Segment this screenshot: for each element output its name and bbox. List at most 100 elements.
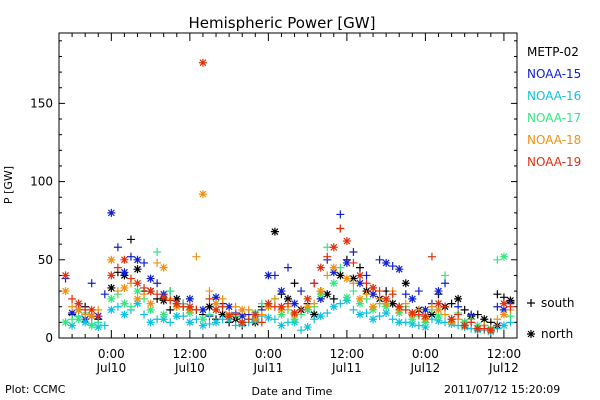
- north-point: [270, 227, 279, 236]
- south-point: [349, 247, 358, 256]
- north-point: [316, 287, 325, 296]
- north-point: [382, 299, 391, 308]
- south-point: [270, 294, 279, 303]
- south-point: [218, 294, 227, 303]
- south-point: [388, 262, 397, 271]
- north-point: [277, 321, 286, 330]
- north-point: [107, 255, 116, 264]
- marker-legend: south north: [527, 296, 575, 341]
- x-tick-label-date: Jul12: [488, 361, 519, 375]
- south-point: [414, 287, 423, 296]
- x-axis-label: Date and Time: [252, 385, 333, 398]
- south-point: [94, 312, 103, 321]
- north-point: [159, 293, 168, 302]
- star-marker-icon: [527, 330, 535, 338]
- north-point: [133, 287, 142, 296]
- north-point: [74, 305, 83, 314]
- y-tick-label: 100: [30, 175, 53, 189]
- north-point: [74, 299, 83, 308]
- north-point: [238, 312, 247, 321]
- south-point: [493, 321, 502, 330]
- north-point: [421, 312, 430, 321]
- south-point: [467, 318, 476, 327]
- south-point: [375, 312, 384, 321]
- north-point: [172, 299, 181, 308]
- north-point: [198, 58, 207, 67]
- north-point: [355, 310, 364, 319]
- north-point: [74, 315, 83, 324]
- south-point: [284, 299, 292, 308]
- north-point: [94, 323, 103, 332]
- south-point: [284, 263, 292, 272]
- north-point: [146, 305, 155, 314]
- south-point: [388, 290, 397, 299]
- north-point: [61, 271, 70, 280]
- north-point: [329, 263, 338, 272]
- north-point: [277, 310, 286, 319]
- north-point: [284, 294, 292, 303]
- south-point: [349, 287, 358, 296]
- south-point: [401, 305, 410, 314]
- south-point: [310, 315, 319, 324]
- x-tick-label-time: 12:00: [173, 347, 208, 361]
- north-point: [434, 299, 443, 308]
- plot-timestamp: 2011/07/12 15:20:09: [444, 383, 561, 396]
- north-point: [120, 268, 129, 277]
- north-point: [434, 312, 443, 321]
- north-point: [355, 294, 364, 303]
- south-point: [113, 287, 122, 296]
- north-point: [480, 315, 489, 324]
- x-tick-label-date: Jul11: [252, 361, 283, 375]
- north-point: [369, 283, 378, 292]
- north-point: [68, 321, 77, 330]
- y-tick-label: 0: [45, 331, 53, 345]
- north-point: [107, 271, 116, 280]
- north-point: [81, 318, 90, 327]
- south-point: [100, 290, 109, 299]
- south-point: [414, 321, 423, 330]
- south-point: [297, 326, 306, 335]
- series-noaa-15: [61, 208, 515, 335]
- south-point: [166, 296, 175, 305]
- north-point: [316, 294, 325, 303]
- north-point: [198, 305, 207, 314]
- north-point: [342, 274, 351, 283]
- south-point: [323, 271, 332, 280]
- south-point: [126, 274, 135, 283]
- south-point: [441, 302, 450, 311]
- north-point: [336, 271, 345, 280]
- south-point: [257, 318, 266, 327]
- north-point: [146, 318, 155, 327]
- north-point: [212, 299, 221, 308]
- north-point: [264, 271, 273, 280]
- south-point: [375, 287, 384, 296]
- plus-marker-icon: [527, 299, 535, 307]
- north-point: [185, 318, 194, 327]
- south-point: [441, 310, 450, 319]
- north-point: [355, 299, 364, 308]
- north-point: [408, 315, 417, 324]
- north-point: [382, 308, 391, 317]
- south-point: [310, 279, 319, 288]
- north-point: [205, 302, 214, 311]
- south-point: [414, 310, 423, 319]
- north-point: [395, 318, 404, 327]
- south-point: [388, 315, 397, 324]
- north-point: [172, 294, 181, 303]
- south-point: [270, 315, 279, 324]
- north-point: [303, 323, 312, 332]
- south-point: [205, 294, 214, 303]
- north-point: [87, 312, 96, 321]
- south-point: [493, 290, 502, 299]
- north-point: [401, 279, 410, 288]
- north-point: [316, 263, 325, 272]
- north-point: [185, 294, 194, 303]
- north-point: [212, 305, 221, 314]
- north-point: [212, 318, 221, 327]
- north-point: [185, 302, 194, 311]
- north-point: [120, 299, 129, 308]
- south-point: [336, 210, 345, 219]
- south-point: [68, 302, 77, 311]
- north-point: [198, 321, 207, 330]
